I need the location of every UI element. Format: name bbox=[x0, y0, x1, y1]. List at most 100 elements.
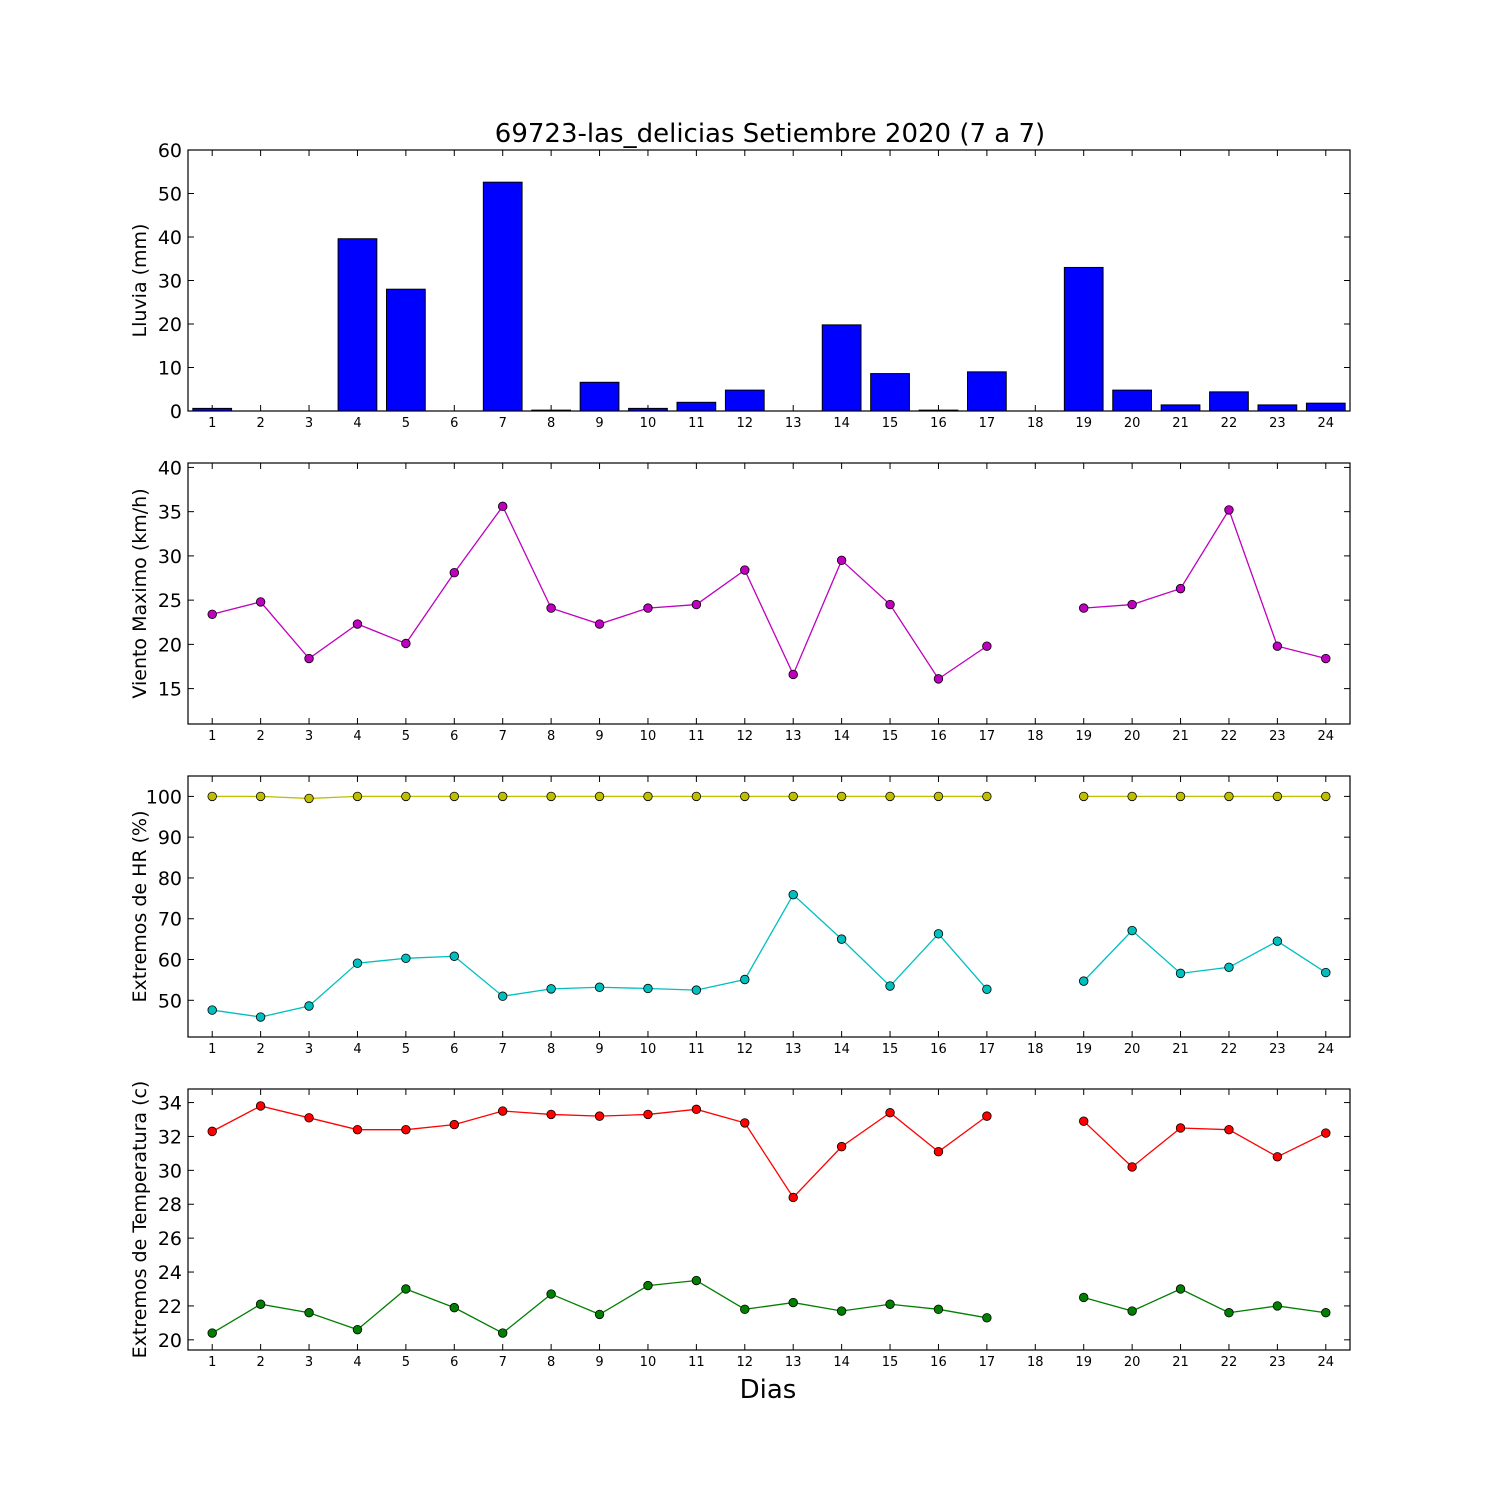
y-tick-label: 20 bbox=[158, 634, 182, 656]
x-tick-label: 24 bbox=[1318, 729, 1335, 744]
data-point bbox=[1321, 653, 1331, 664]
chart-title: 69723-las_delicias Setiembre 2020 (7 a 7… bbox=[495, 119, 1045, 149]
x-tick-label: 21 bbox=[1172, 1355, 1189, 1370]
data-point bbox=[449, 1119, 459, 1130]
data-point bbox=[1127, 925, 1137, 936]
y-tick-label: 26 bbox=[158, 1228, 182, 1250]
bar bbox=[1160, 404, 1201, 412]
data-point bbox=[304, 1113, 314, 1123]
data-point bbox=[788, 669, 798, 680]
x-tick-label: 7 bbox=[499, 1355, 507, 1370]
data-point bbox=[352, 958, 363, 968]
x-tick-label: 10 bbox=[640, 1042, 657, 1057]
y-tick-label: 30 bbox=[158, 546, 182, 568]
x-tick-label: 23 bbox=[1269, 1042, 1286, 1057]
y-tick-label: 15 bbox=[158, 679, 182, 701]
y-tick-label: 90 bbox=[158, 827, 182, 849]
data-point bbox=[498, 991, 508, 1001]
data-point bbox=[836, 791, 847, 802]
data-point bbox=[255, 1012, 266, 1022]
bar bbox=[531, 409, 571, 412]
data-point bbox=[836, 555, 847, 566]
data-point bbox=[788, 1297, 798, 1308]
x-tick-label: 18 bbox=[1027, 729, 1044, 744]
x-tick-label: 17 bbox=[979, 416, 996, 431]
y-tick-label: 35 bbox=[158, 502, 182, 524]
y-tick-label: 28 bbox=[158, 1194, 182, 1216]
data-point bbox=[594, 619, 605, 629]
y-axis-label: Extremos de Temperatura (c) bbox=[129, 1081, 151, 1359]
x-tick-label: 8 bbox=[547, 1355, 555, 1370]
data-point bbox=[1224, 1308, 1234, 1318]
data-point bbox=[643, 983, 653, 994]
data-point bbox=[1272, 641, 1283, 651]
x-tick-label: 11 bbox=[688, 729, 705, 744]
data-point bbox=[982, 1313, 992, 1323]
x-tick-label: 13 bbox=[785, 729, 802, 744]
data-point bbox=[933, 929, 944, 939]
data-point bbox=[1175, 583, 1186, 594]
x-tick-label: 22 bbox=[1221, 416, 1238, 431]
data-point bbox=[1224, 791, 1234, 802]
data-point bbox=[401, 791, 411, 802]
plot-frame bbox=[187, 1088, 1351, 1351]
data-point bbox=[401, 638, 411, 649]
x-tick-label: 4 bbox=[353, 1355, 361, 1370]
data-point bbox=[304, 1001, 314, 1011]
x-tick-label: 23 bbox=[1269, 1355, 1286, 1370]
x-tick-label: 11 bbox=[688, 1355, 705, 1370]
y-axis-label: Viento Maximo (km/h) bbox=[129, 488, 151, 698]
x-tick-label: 17 bbox=[979, 1355, 996, 1370]
data-point bbox=[594, 791, 605, 802]
y-tick-label: 60 bbox=[158, 950, 182, 972]
data-point bbox=[1224, 962, 1234, 972]
y-tick-label: 20 bbox=[158, 1330, 182, 1352]
plot-frame bbox=[187, 462, 1351, 725]
x-tick-label: 6 bbox=[450, 729, 458, 744]
data-point bbox=[1175, 968, 1186, 979]
x-tick-label: 10 bbox=[640, 729, 657, 744]
data-point bbox=[498, 1106, 508, 1116]
data-point bbox=[207, 609, 217, 619]
bar bbox=[1305, 402, 1346, 412]
x-tick-label: 7 bbox=[499, 1042, 507, 1057]
data-point bbox=[449, 791, 459, 802]
bar bbox=[386, 288, 426, 412]
x-tick-label: 15 bbox=[882, 1355, 899, 1370]
data-point bbox=[304, 793, 314, 804]
x-tick-label: 24 bbox=[1318, 1042, 1335, 1057]
data-point bbox=[1079, 791, 1089, 802]
data-point bbox=[933, 1304, 944, 1315]
x-tick-label: 7 bbox=[499, 416, 507, 431]
y-tick-label: 40 bbox=[158, 457, 182, 479]
x-tick-label: 13 bbox=[785, 1355, 802, 1370]
x-tick-label: 3 bbox=[305, 1355, 313, 1370]
x-tick-label: 16 bbox=[930, 1042, 947, 1057]
x-tick-label: 24 bbox=[1318, 416, 1335, 431]
y-tick-label: 70 bbox=[158, 909, 182, 931]
data-point bbox=[1079, 603, 1089, 613]
data-point bbox=[788, 889, 798, 900]
data-point bbox=[691, 599, 702, 610]
x-tick-label: 5 bbox=[402, 729, 410, 744]
y-tick-label: 0 bbox=[170, 401, 182, 423]
data-point bbox=[498, 501, 508, 512]
x-tick-label: 3 bbox=[305, 1042, 313, 1057]
x-tick-label: 13 bbox=[785, 1042, 802, 1057]
x-tick-label: 17 bbox=[979, 729, 996, 744]
data-point bbox=[1272, 936, 1283, 946]
x-tick-label: 5 bbox=[402, 1042, 410, 1057]
x-tick-label: 1 bbox=[208, 416, 216, 431]
data-point bbox=[982, 641, 992, 651]
data-point bbox=[401, 1124, 411, 1135]
x-tick-label: 19 bbox=[1075, 416, 1092, 431]
y-tick-label: 32 bbox=[158, 1126, 182, 1148]
x-tick-label: 12 bbox=[737, 416, 754, 431]
data-point bbox=[449, 568, 459, 578]
x-tick-label: 22 bbox=[1221, 1355, 1238, 1370]
data-point bbox=[401, 1284, 411, 1294]
x-tick-label: 7 bbox=[499, 729, 507, 744]
data-point bbox=[1127, 599, 1137, 610]
